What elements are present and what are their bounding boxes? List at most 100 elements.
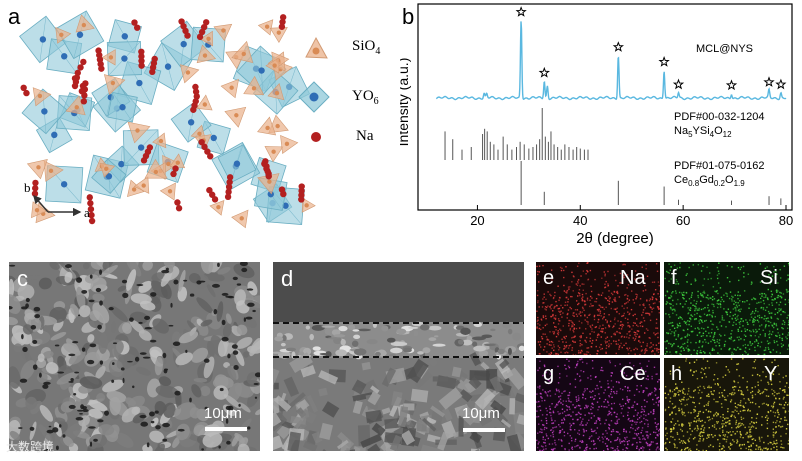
na-atom xyxy=(172,165,179,172)
na-atom xyxy=(23,89,30,97)
na-atom xyxy=(201,143,208,151)
sio4-tetrahedron xyxy=(213,23,233,42)
sio4-tetrahedron xyxy=(75,14,95,33)
na-atom xyxy=(98,65,105,72)
yo6-octahedron xyxy=(55,10,105,60)
na-atom xyxy=(225,183,233,191)
na-atom xyxy=(198,138,205,146)
na-atom xyxy=(138,48,145,55)
sio4-tetrahedron xyxy=(196,44,217,64)
legend-sio4-text: SiO4 xyxy=(352,38,381,57)
sio4-tetrahedron xyxy=(180,64,200,84)
sio4-tetrahedron xyxy=(267,83,285,101)
xrd-plot: 20 40 60 80 2θ (degree) Intensity (a.u.) MCL@N… xyxy=(400,3,793,247)
sio4-tetrahedron xyxy=(231,40,254,64)
eds-h-letter: h xyxy=(671,363,683,385)
axis-a-label: a xyxy=(84,205,90,220)
na-atom xyxy=(174,199,181,206)
na-atom xyxy=(170,170,177,178)
yo6-octahedron xyxy=(21,88,68,135)
na-atom xyxy=(134,24,141,31)
panel-c-scale-text: 10μm xyxy=(204,405,242,422)
reference-formula-label: Ce0.8Gd0.2O1.9 xyxy=(674,174,745,188)
series-line-mcl-nys xyxy=(435,21,787,101)
na-atom xyxy=(279,14,287,21)
sio4-tetrahedron xyxy=(265,57,280,74)
sio4-tetrahedron xyxy=(99,162,116,178)
sio4-tetrahedron xyxy=(269,27,288,43)
legend-yo6-icon xyxy=(298,81,330,113)
peak-star-marker xyxy=(775,78,787,90)
sio4-tetrahedron xyxy=(65,95,86,116)
panel-d-scale-text: 10μm xyxy=(462,405,500,422)
axis-b-label: b xyxy=(24,180,31,195)
na-atom xyxy=(140,157,148,164)
na-atom xyxy=(20,84,27,92)
na-atom xyxy=(190,106,197,113)
peak-star-marker xyxy=(672,78,685,90)
na-atom xyxy=(138,57,145,65)
sio4-tetrahedron xyxy=(231,209,249,229)
crystal-structure-drawing xyxy=(19,10,316,229)
panel-d-scale-bar xyxy=(463,428,505,432)
na-atom xyxy=(87,200,94,207)
na-atom xyxy=(278,23,286,30)
x-axis-label: 2θ (degree) xyxy=(576,230,654,247)
peak-star-marker xyxy=(658,55,670,67)
reference-id-label: PDF#01-075-0162 xyxy=(674,160,765,172)
sio4-tetrahedron xyxy=(301,197,316,213)
sem-surface-texture xyxy=(9,262,260,451)
na-atom xyxy=(204,148,211,155)
legend-yo6-text: YO6 xyxy=(352,88,379,107)
sio4-tetrahedron xyxy=(280,134,299,155)
eds-si-letter: f xyxy=(671,267,677,289)
na-atom xyxy=(86,194,93,201)
na-atom xyxy=(88,217,96,225)
sio4-tetrahedron xyxy=(199,30,214,47)
panel-d-label: d xyxy=(281,266,294,291)
sio4-tetrahedron xyxy=(101,49,116,66)
eds-na-letter: e xyxy=(543,267,555,289)
na-atom xyxy=(131,19,138,26)
sio4-tetrahedron xyxy=(133,176,150,194)
peak-star-marker xyxy=(763,76,775,87)
na-atom xyxy=(138,53,145,60)
na-atom xyxy=(81,92,88,99)
y-axis-label: Intensity (a.u.) xyxy=(400,58,411,147)
na-atom xyxy=(200,23,208,31)
na-atom xyxy=(81,86,89,93)
reference-id-label: PDF#00-032-1204 xyxy=(674,111,765,123)
panel-a-label: a xyxy=(8,4,21,29)
na-atom xyxy=(261,160,268,168)
eds-si-dots xyxy=(664,262,789,355)
eds-si-element: Si xyxy=(760,267,778,289)
axes-indicator xyxy=(33,194,82,217)
sio4-tetrahedron xyxy=(43,160,64,182)
na-atom xyxy=(149,68,156,76)
na-atom xyxy=(175,205,183,212)
peak-star-marker xyxy=(612,41,624,52)
na-atom xyxy=(193,93,200,100)
sio4-tetrahedron xyxy=(103,74,126,96)
na-atom xyxy=(184,32,191,39)
eds-y-dots xyxy=(664,358,789,451)
na-atom xyxy=(298,196,305,203)
na-atom xyxy=(198,28,206,36)
sio4-tetrahedron xyxy=(144,158,168,179)
na-atom xyxy=(206,186,213,194)
na-atom xyxy=(224,193,232,201)
legend-na-text: Na xyxy=(356,128,374,144)
peak-star-marker xyxy=(538,66,550,78)
na-atom xyxy=(82,80,89,87)
eds-y-element: Y xyxy=(764,363,778,385)
na-atom xyxy=(263,165,270,172)
na-atom xyxy=(80,98,88,105)
eds-map-si: f Si xyxy=(664,262,789,355)
x-tick-label: 20 xyxy=(470,213,484,228)
peak-star-marker xyxy=(515,6,527,17)
na-atom xyxy=(74,69,81,77)
panel-c-sem-surface: c 10μm xyxy=(9,262,260,451)
legend-sio4-icon xyxy=(305,36,328,59)
na-atom xyxy=(192,88,200,95)
na-atom xyxy=(32,179,39,187)
